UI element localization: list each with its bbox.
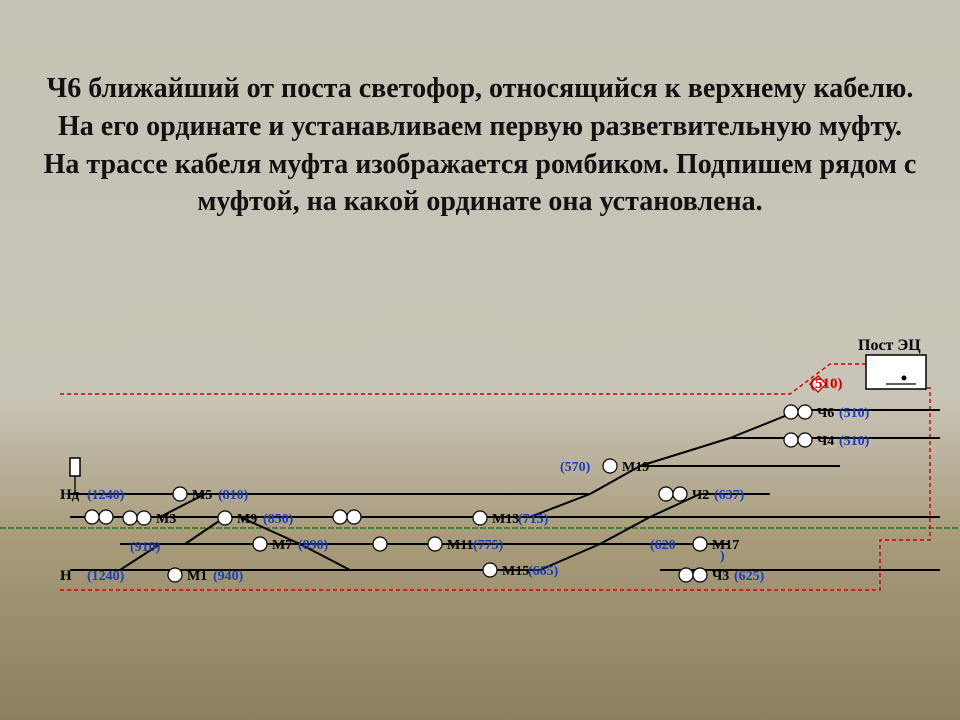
signal-М5: М5 (810) — [173, 487, 249, 503]
diagram: (510) Пост ЭЦ Нд (1240) Н (1240) М5 (810) М3 М9… — [0, 0, 960, 720]
svg-text:Ч3: Ч3 — [712, 569, 729, 584]
svg-text:(940): (940) — [213, 569, 244, 584]
muff-ord: (510) — [810, 376, 843, 392]
svg-text:(510): (510) — [839, 434, 870, 449]
svg-text:(570): (570) — [560, 460, 591, 475]
svg-text:М7: М7 — [272, 538, 292, 553]
signal-М19: М19 (570) — [560, 459, 649, 475]
signal-Ч3: Ч3 (625) — [679, 568, 765, 584]
svg-text:Нд: Нд — [60, 487, 80, 503]
signal-Ч2: Ч2 (637) — [659, 487, 745, 503]
svg-text:(910): (910) — [130, 540, 161, 555]
svg-text:М15: М15 — [502, 564, 529, 579]
svg-text:М11: М11 — [447, 538, 473, 553]
svg-text:М19: М19 — [622, 460, 649, 475]
signal-М7: М7 (890) — [253, 537, 329, 553]
entrance-N — [85, 510, 113, 524]
svg-text:(510): (510) — [839, 406, 870, 421]
signal-М9: М9 (850) — [218, 511, 294, 527]
signal-ord: (910) — [130, 540, 161, 555]
signal-М11: М11(775) — [428, 537, 504, 553]
signal-М13: М13(715) — [473, 511, 549, 527]
svg-text:Н: Н — [60, 568, 72, 584]
svg-text:(665): (665) — [528, 564, 559, 579]
svg-text:(715): (715) — [518, 512, 549, 527]
svg-text:(810): (810) — [218, 488, 249, 503]
cable-bottom — [60, 388, 930, 590]
svg-text:): ) — [720, 549, 725, 564]
signal-М1: М1 (940) — [168, 568, 244, 584]
signal-М15: М15(665) — [483, 563, 559, 579]
svg-text:М1: М1 — [187, 569, 207, 584]
svg-text:(625): (625) — [734, 569, 765, 584]
svg-text:М5: М5 — [192, 488, 212, 503]
signal-Ч4: Ч4 (510) — [784, 433, 870, 449]
svg-text:(637): (637) — [714, 488, 745, 503]
cable-top — [60, 364, 866, 394]
svg-text:(620: (620 — [650, 538, 676, 553]
svg-text:(775): (775) — [473, 538, 504, 553]
svg-text:М17: М17 — [712, 538, 739, 553]
svg-text:Ч6: Ч6 — [817, 406, 834, 421]
svg-text:(1240): (1240) — [87, 569, 125, 584]
signal-Нд: Нд (1240) — [60, 487, 125, 503]
svg-text:М3: М3 — [156, 512, 176, 527]
svg-text:Ч2: Ч2 — [692, 488, 709, 503]
post-label: Пост ЭЦ — [858, 337, 921, 354]
svg-text:М13: М13 — [492, 512, 519, 527]
svg-text:(1240): (1240) — [87, 488, 125, 503]
signal-М3: М3 — [123, 511, 176, 527]
signal-М17: М17 (620 — [650, 537, 739, 553]
svg-text:Ч4: Ч4 — [817, 434, 834, 449]
signal-Н: Н (1240) — [60, 568, 125, 584]
svg-text:М9: М9 — [237, 512, 257, 527]
svg-text:(850): (850) — [263, 512, 294, 527]
signal-Ч6: Ч6 (510) — [784, 405, 870, 421]
svg-text:(890): (890) — [298, 538, 329, 553]
